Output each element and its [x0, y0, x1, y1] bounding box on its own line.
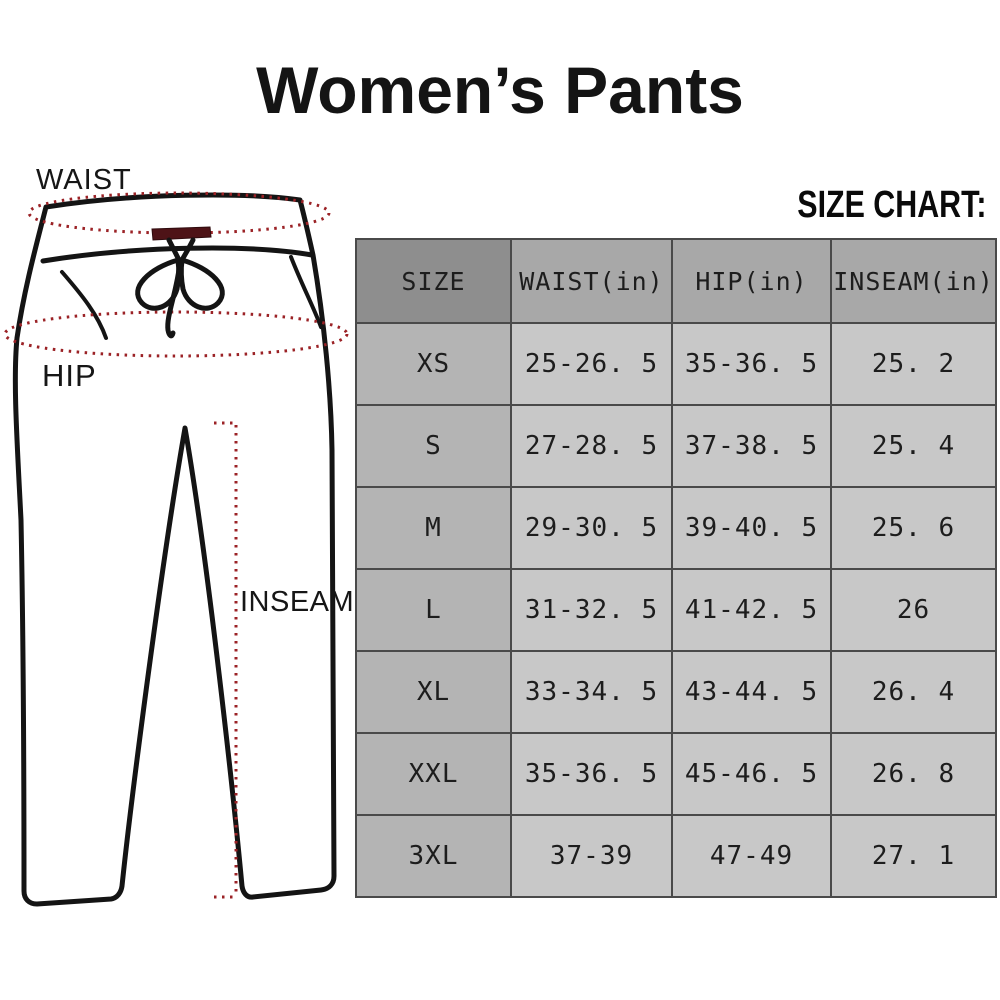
- size-cell: S: [355, 404, 512, 488]
- inseam-label: INSEAM: [240, 586, 354, 618]
- waist-cell: 27-28. 5: [510, 404, 673, 488]
- inseam-cell: 26: [830, 568, 997, 652]
- header-cell-hip: HIP(in): [671, 238, 832, 324]
- size-table: SIZE WAIST(in) HIP(in) INSEAM(in) XS 25-…: [355, 238, 997, 898]
- inseam-cell: 25. 4: [830, 404, 997, 488]
- header-cell-inseam: INSEAM(in): [830, 238, 997, 324]
- inseam-cell: 27. 1: [830, 814, 997, 898]
- size-chart-heading: SIZE CHART:: [796, 184, 986, 226]
- hip-measure-ellipse: [3, 310, 349, 358]
- page-title: Women’s Pants: [256, 53, 744, 127]
- inseam-cell: 25. 2: [830, 322, 997, 406]
- inseam-cell: 26. 8: [830, 732, 997, 816]
- left-pocket-seam: [60, 270, 108, 340]
- waist-cell: 37-39: [510, 814, 673, 898]
- size-cell: L: [355, 568, 512, 652]
- hip-cell: 37-38. 5: [671, 404, 832, 488]
- waist-cell: 25-26. 5: [510, 322, 673, 406]
- hip-cell: 45-46. 5: [671, 732, 832, 816]
- waist-cell: 35-36. 5: [510, 732, 673, 816]
- size-cell: 3XL: [355, 814, 512, 898]
- size-cell: XS: [355, 322, 512, 406]
- hip-cell: 41-42. 5: [671, 568, 832, 652]
- waist-cell: 29-30. 5: [510, 486, 673, 570]
- header-cell-size: SIZE: [355, 238, 512, 324]
- inseam-cell: 25. 6: [830, 486, 997, 570]
- table-row-s: S 27-28. 5 37-38. 5 25. 4: [355, 404, 997, 488]
- right-pocket-seam: [289, 255, 323, 329]
- drawstring-tail: [165, 259, 183, 339]
- table-row-l: L 31-32. 5 41-42. 5 26: [355, 568, 997, 652]
- inseam-measure-line: [214, 421, 238, 899]
- drawstring-bar: [151, 226, 212, 241]
- waist-label: WAIST: [36, 164, 132, 196]
- hip-cell: 39-40. 5: [671, 486, 832, 570]
- header-cell-waist: WAIST(in): [510, 238, 673, 324]
- inseam-cell: 26. 4: [830, 650, 997, 734]
- size-cell: XL: [355, 650, 512, 734]
- waist-cell: 33-34. 5: [510, 650, 673, 734]
- size-table-header-row: SIZE WAIST(in) HIP(in) INSEAM(in): [355, 238, 997, 324]
- size-cell: XXL: [355, 732, 512, 816]
- waist-cell: 31-32. 5: [510, 568, 673, 652]
- table-row-xs: XS 25-26. 5 35-36. 5 25. 2: [355, 322, 997, 406]
- size-cell: M: [355, 486, 512, 570]
- hip-cell: 47-49: [671, 814, 832, 898]
- hip-cell: 43-44. 5: [671, 650, 832, 734]
- pants-diagram: WAIST HIP INSEAM: [3, 164, 354, 907]
- table-row-xl: XL 33-34. 5 43-44. 5 26. 4: [355, 650, 997, 734]
- hip-cell: 35-36. 5: [671, 322, 832, 406]
- table-row-3xl: 3XL 37-39 47-49 27. 1: [355, 814, 997, 898]
- hip-label: HIP: [42, 358, 97, 393]
- table-row-xxl: XXL 35-36. 5 45-46. 5 26. 8: [355, 732, 997, 816]
- table-row-m: M 29-30. 5 39-40. 5 25. 6: [355, 486, 997, 570]
- pants-outline: [12, 192, 337, 907]
- drawstring-right-loop: [178, 257, 225, 311]
